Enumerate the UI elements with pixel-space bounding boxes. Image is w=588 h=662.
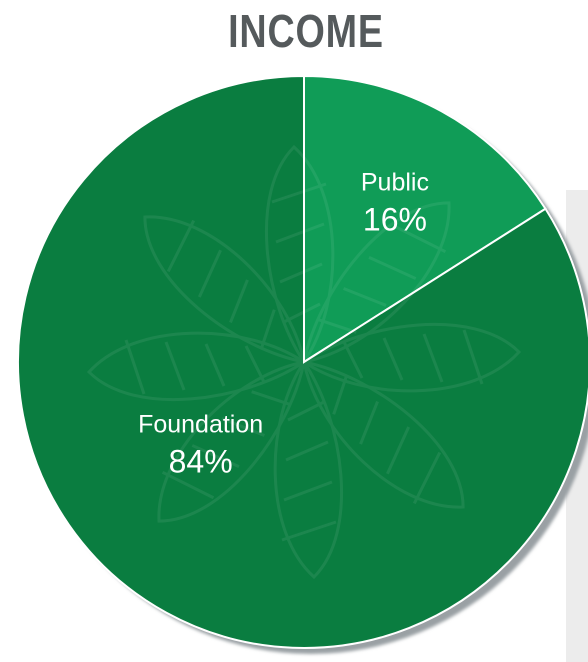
pattern-petal bbox=[264, 144, 335, 365]
pattern-petal bbox=[143, 215, 306, 364]
slice-value-foundation: 84% bbox=[169, 444, 233, 480]
pattern-petal bbox=[302, 201, 451, 364]
pattern-petal bbox=[86, 331, 307, 402]
pattern-petal bbox=[301, 322, 522, 393]
pattern-petal bbox=[157, 360, 306, 523]
pattern-petal bbox=[302, 360, 465, 509]
pie-slice-foundation bbox=[17, 74, 588, 649]
pattern-petal bbox=[273, 359, 344, 580]
decorative-pattern bbox=[86, 144, 522, 580]
slice-value-public: 16% bbox=[363, 202, 427, 238]
pie-slice-public bbox=[303, 74, 547, 364]
slice-label-foundation: Foundation bbox=[138, 411, 263, 439]
chart-title: INCOME bbox=[228, 5, 384, 57]
slice-label-public: Public bbox=[361, 169, 429, 197]
